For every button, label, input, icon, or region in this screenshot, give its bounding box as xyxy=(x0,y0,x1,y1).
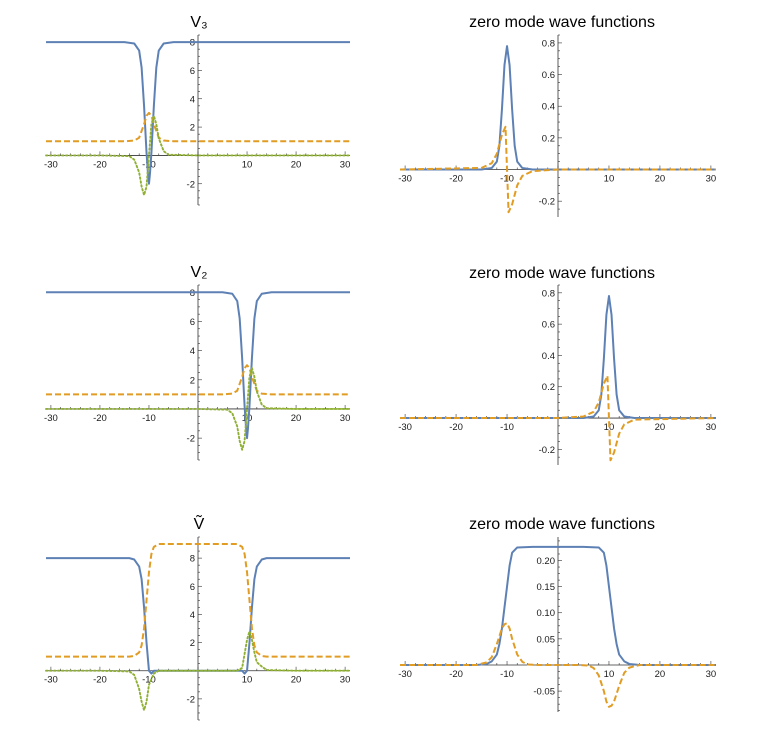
panel-v2-x-tick-label: -20 xyxy=(93,413,107,424)
panel-zero-mode-bottom-y-tick-label: 0.05 xyxy=(537,634,556,645)
panel-zero-mode-top-y-tick-label: 0.8 xyxy=(542,38,555,49)
panel-v3-y-tick-label: 6 xyxy=(190,66,195,77)
panel-zero-mode-top-x-tick-label: -20 xyxy=(449,174,463,185)
panel-v-tilde-x-tick-label: 30 xyxy=(340,675,351,686)
panel-v3-x-tick-label: 20 xyxy=(291,159,302,170)
panel-zero-mode-middle-x-tick-label: 20 xyxy=(655,422,666,433)
panel-v2-y-tick-label: 4 xyxy=(190,346,195,357)
panel-v2-title: V₂ xyxy=(191,264,208,281)
panel-zero-mode-bottom-series-dashed-line xyxy=(400,622,716,708)
panel-v-tilde-y-tick-label: 2 xyxy=(190,638,195,649)
panel-v-tilde-y-tick-label: 4 xyxy=(190,610,195,621)
panel-v-tilde-x-tick-label: -20 xyxy=(93,675,107,686)
panel-v3-x-tick-label: 30 xyxy=(340,159,351,170)
panel-v2-x-tick-label: -10 xyxy=(142,413,156,424)
panel-zero-mode-top-y-tick-label: 0.6 xyxy=(542,70,555,81)
panel-zero-mode-top-title: zero mode wave functions xyxy=(469,14,655,31)
panel-zero-mode-middle-title: zero mode wave functions xyxy=(469,265,655,282)
panel-zero-mode-bottom-y-tick-label: 0.10 xyxy=(537,608,556,619)
panel-zero-mode-middle-series-solid-line xyxy=(400,294,716,420)
panel-zero-mode-top-series-solid-line xyxy=(400,45,716,171)
panel-zero-mode-middle-x-tick-label: 30 xyxy=(706,422,717,433)
panel-zero-mode-top-y-tick-label: 0.4 xyxy=(542,102,555,113)
panel-v3-y-tick-label: 4 xyxy=(190,94,195,105)
panel-zero-mode-top-y-tick-label: -0.2 xyxy=(539,197,555,208)
panel-v-tilde-x-tick-label: -10 xyxy=(142,675,156,686)
panel-zero-mode-bottom-x-tick-label: -20 xyxy=(449,669,463,680)
panel-zero-mode-top-x-tick-label: 20 xyxy=(655,174,666,185)
panel-zero-mode-middle-y-tick-label: 0.6 xyxy=(542,320,555,331)
panel-zero-mode-bottom-title: zero mode wave functions xyxy=(469,516,655,533)
panel-zero-mode-bottom-series-solid-line xyxy=(400,545,716,666)
panel-v3-series-dotted-line xyxy=(45,114,351,197)
panel-v3-series-solid-line xyxy=(46,41,350,185)
panel-v2-series-dashed-line xyxy=(46,364,350,396)
panel-v3-y-tick-label: 8 xyxy=(190,38,195,49)
panel-zero-mode-middle-x-tick-label: 10 xyxy=(604,422,615,433)
panel-zero-mode-top: zero mode wave functions -30 -20 -10 10 20 30… xyxy=(398,14,716,217)
panel-zero-mode-middle-x-tick-label: -30 xyxy=(398,422,412,433)
panel-v3-y-tick-label: 2 xyxy=(190,123,195,134)
panel-v-tilde-x-tick-label: 20 xyxy=(291,675,302,686)
panel-zero-mode-top-series-dashed-line xyxy=(399,125,716,214)
panel-zero-mode-top-x-tick-label: 30 xyxy=(706,174,717,185)
panel-v2-y-tick-label: -2 xyxy=(187,434,195,445)
panel-zero-mode-bottom-x-tick-label: 30 xyxy=(706,669,717,680)
panel-v2-x-tick-label: 30 xyxy=(340,413,351,424)
panel-zero-mode-bottom-y-tick-label: 0.20 xyxy=(537,556,556,567)
panel-v3-x-tick-label: -20 xyxy=(93,159,107,170)
panel-v3-x-tick-label: -30 xyxy=(44,159,58,170)
panel-v2-y-tick-label: 8 xyxy=(190,288,195,299)
panel-zero-mode-bottom-x-tick-label: 10 xyxy=(604,669,615,680)
panel-zero-mode-bottom-x-tick-label: -10 xyxy=(500,669,514,680)
panel-v2-y-tick-label: 6 xyxy=(190,317,195,328)
panel-zero-mode-middle-y-tick-label: 0.2 xyxy=(542,382,555,393)
panel-v3-y-tick-label: -2 xyxy=(187,179,195,190)
panel-zero-mode-middle-x-tick-label: -10 xyxy=(500,422,514,433)
panel-v-tilde-x-tick-label: 10 xyxy=(242,675,253,686)
panel-v-tilde-x-tick-label: -30 xyxy=(44,675,58,686)
panel-zero-mode-top-x-tick-label: 10 xyxy=(604,174,615,185)
panel-zero-mode-bottom-y-tick-label: 0.15 xyxy=(537,582,556,593)
panel-v-tilde: Ṽ -30 -20 -10 10 20 30 -2 2 4 6 8 xyxy=(44,513,351,721)
panel-zero-mode-top-x-tick-label: -30 xyxy=(398,174,412,185)
panel-zero-mode-middle-y-tick-label: 0.4 xyxy=(542,351,555,362)
panel-zero-mode-bottom: zero mode wave functions -30 -20 -10 10 20 30… xyxy=(398,516,716,712)
panel-zero-mode-middle: zero mode wave functions -30 -20 -10 10 20 30… xyxy=(398,265,716,465)
panel-zero-mode-middle-y-tick-label: 0.8 xyxy=(542,288,555,299)
panel-zero-mode-bottom-x-tick-label: -30 xyxy=(398,669,412,680)
panel-v3-x-tick-label: 10 xyxy=(242,159,253,170)
panel-v-tilde-y-tick-label: 6 xyxy=(190,582,195,593)
panel-zero-mode-bottom-y-tick-label: -0.05 xyxy=(533,687,555,698)
panel-v2-x-tick-label: 20 xyxy=(291,413,302,424)
panel-v-tilde-y-tick-label: -2 xyxy=(187,694,195,705)
panel-v-tilde-y-tick-label: 8 xyxy=(190,554,195,565)
panel-zero-mode-top-y-tick-label: 0.2 xyxy=(542,133,555,144)
panel-v3-title: V₃ xyxy=(190,14,207,31)
panel-zero-mode-middle-x-tick-label: -20 xyxy=(449,422,463,433)
panel-v-tilde-series-dotted-line xyxy=(45,630,351,712)
panel-v3-series-dashed-line xyxy=(46,111,350,143)
panel-v2-series-dotted-line xyxy=(45,367,351,451)
panel-zero-mode-middle-y-tick-label: -0.2 xyxy=(539,445,555,456)
panel-v2-x-tick-label: -30 xyxy=(44,413,58,424)
panel-zero-mode-middle-series-dashed-line xyxy=(400,374,717,462)
panel-zero-mode-bottom-x-tick-label: 20 xyxy=(655,669,666,680)
panel-v-tilde-series-dashed-line xyxy=(46,543,350,658)
panel-v-tilde-title: Ṽ xyxy=(194,513,205,533)
panel-v2-y-tick-label: 2 xyxy=(190,375,195,386)
